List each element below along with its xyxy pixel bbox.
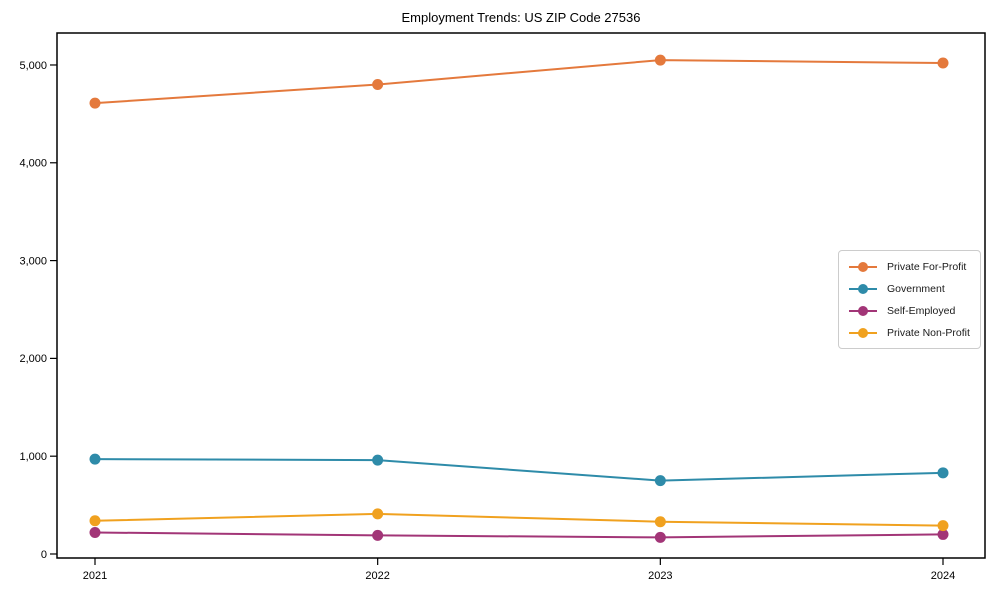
y-axis-tick-label: 4,000	[19, 158, 47, 170]
data-point-self-employed-2023	[654, 531, 666, 543]
series-line-private-for-profit	[94, 59, 944, 105]
y-axis-tick-label: 0	[41, 549, 47, 561]
x-axis-tick-label: 2023	[648, 570, 672, 582]
data-point-private-non-profit-2022	[372, 508, 384, 520]
legend-label: Private Non-Profit	[887, 327, 970, 339]
plot-border	[56, 32, 986, 559]
x-axis-tick-label: 2022	[365, 570, 389, 582]
x-axis-tick-label: 2021	[83, 570, 107, 582]
legend: Private For-Profit Government Self-Emplo…	[838, 250, 981, 349]
legend-item-government: Government	[848, 278, 970, 300]
data-point-private-for-profit-2023	[654, 54, 666, 66]
data-point-government-2022	[372, 454, 384, 466]
data-point-private-non-profit-2021	[89, 515, 101, 527]
data-point-private-for-profit-2021	[89, 97, 101, 109]
data-point-government-2021	[89, 453, 101, 465]
series-line-self-employed	[94, 531, 944, 539]
data-point-private-non-profit-2024	[937, 520, 949, 532]
legend-label: Private For-Profit	[887, 261, 967, 273]
y-axis-tick-label: 5,000	[19, 60, 47, 72]
legend-item-private-for-profit: Private For-Profit	[848, 256, 970, 278]
y-axis-tick-label: 1,000	[19, 451, 47, 463]
y-axis-tick-label: 3,000	[19, 255, 47, 267]
line-dot-marker-icon	[848, 326, 878, 340]
data-point-government-2024	[937, 467, 949, 479]
data-point-private-for-profit-2024	[937, 57, 949, 69]
line-dot-marker-icon	[848, 282, 878, 296]
series-line-government	[94, 458, 944, 482]
line-dot-marker-icon	[848, 260, 878, 274]
x-axis-tick-label: 2024	[931, 570, 955, 582]
data-point-self-employed-2022	[372, 529, 384, 541]
legend-item-private-non-profit: Private Non-Profit	[848, 322, 970, 344]
y-axis-tick-label: 2,000	[19, 353, 47, 365]
line-dot-marker-icon	[848, 304, 878, 318]
chart-title: Employment Trends: US ZIP Code 27536	[401, 10, 641, 25]
legend-label: Self-Employed	[887, 305, 956, 317]
data-point-private-for-profit-2022	[372, 79, 384, 91]
legend-item-self-employed: Self-Employed	[848, 300, 970, 322]
data-point-self-employed-2024	[937, 528, 949, 540]
series-line-private-non-profit	[94, 512, 944, 527]
legend-label: Government	[887, 283, 945, 295]
data-point-government-2023	[654, 475, 666, 487]
data-point-private-non-profit-2023	[654, 516, 666, 528]
data-point-self-employed-2021	[89, 526, 101, 538]
